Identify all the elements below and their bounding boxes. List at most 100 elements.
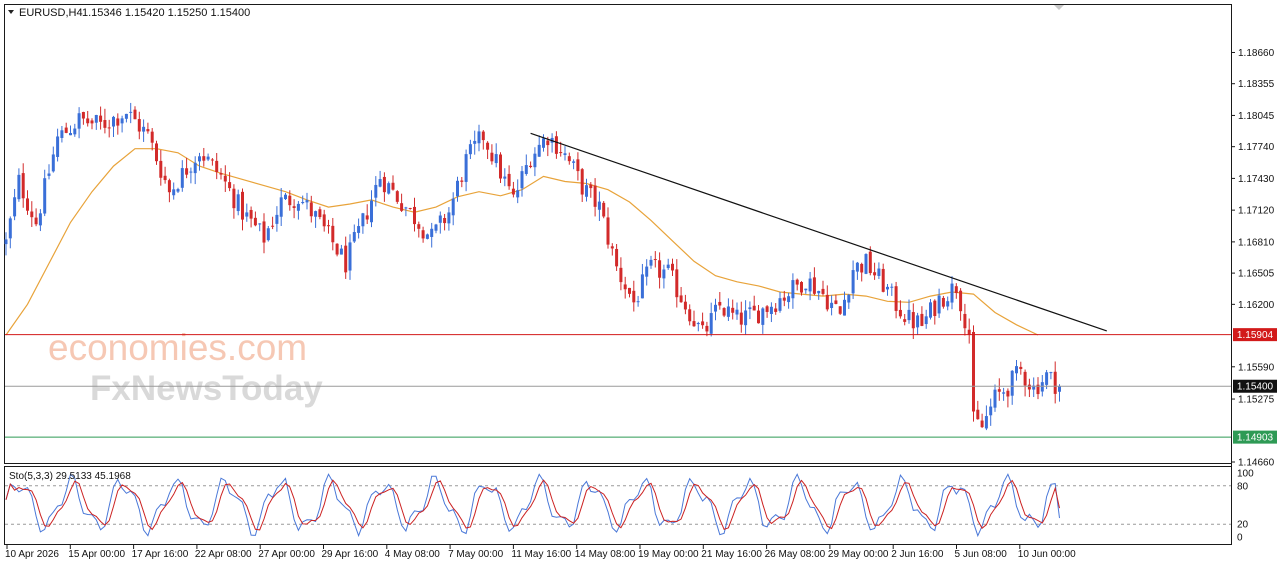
candle-body bbox=[1058, 386, 1061, 392]
candle-body bbox=[34, 217, 38, 225]
scroll-marker-icon[interactable] bbox=[1054, 5, 1064, 10]
candle-body bbox=[886, 286, 889, 290]
candle-body bbox=[898, 309, 902, 317]
candle-body bbox=[64, 127, 68, 133]
candle-body bbox=[339, 248, 343, 255]
price-tick-label: 1.18355 bbox=[1238, 79, 1275, 90]
candle-body bbox=[787, 296, 791, 303]
candle-body bbox=[589, 184, 593, 189]
candle-body bbox=[976, 409, 980, 420]
candle-body bbox=[774, 308, 778, 312]
candle-body bbox=[830, 302, 834, 309]
candle-body bbox=[1032, 385, 1036, 390]
candle-body bbox=[159, 160, 163, 178]
candle-body bbox=[180, 168, 184, 188]
candle-body bbox=[378, 179, 382, 187]
candle-body bbox=[387, 183, 391, 194]
stoch-signal-line bbox=[5, 479, 1060, 531]
candle-body bbox=[374, 184, 378, 198]
candle-body bbox=[791, 280, 795, 299]
candle-body bbox=[855, 262, 859, 272]
candle-body bbox=[916, 315, 920, 328]
candle-body bbox=[43, 178, 47, 214]
candle-body bbox=[507, 173, 511, 187]
price-tick-label: 1.18045 bbox=[1238, 111, 1275, 122]
time-tick-label: 15 Apr 00:00 bbox=[68, 549, 125, 560]
candle-body bbox=[47, 173, 51, 176]
candle-body bbox=[1002, 392, 1006, 394]
candle-body bbox=[301, 201, 305, 204]
candle-body bbox=[795, 279, 799, 285]
candle-body bbox=[288, 195, 292, 206]
time-tick-label: 7 May 00:00 bbox=[448, 549, 503, 560]
candle-body bbox=[253, 217, 257, 226]
candle-body bbox=[284, 194, 287, 200]
candle-body bbox=[632, 290, 636, 303]
candle-body bbox=[258, 223, 262, 225]
levels-layer: 1.15904 1.15400 1.14903 bbox=[5, 328, 1277, 444]
candle-body bbox=[636, 301, 640, 303]
candle-body bbox=[314, 211, 318, 217]
price-tick-label: 1.16200 bbox=[1238, 300, 1275, 311]
candle-body bbox=[533, 153, 537, 168]
candle-body bbox=[709, 313, 713, 334]
time-tick-label: 14 May 08:00 bbox=[575, 549, 636, 560]
candle-body bbox=[335, 243, 339, 255]
time-tick-label: 22 Apr 08:00 bbox=[195, 549, 252, 560]
candle-body bbox=[688, 309, 692, 322]
candle-body bbox=[752, 305, 756, 311]
candle-body bbox=[430, 228, 434, 237]
triangle-down-icon[interactable] bbox=[8, 10, 14, 14]
candle-body bbox=[30, 211, 34, 218]
stoch-tick-label: 80 bbox=[1237, 481, 1249, 492]
candle-body bbox=[576, 159, 580, 172]
candles-layer bbox=[4, 102, 1061, 431]
candle-body bbox=[382, 176, 386, 193]
candle-body bbox=[761, 308, 765, 325]
candle-body bbox=[223, 175, 227, 182]
candle-body bbox=[13, 197, 17, 217]
candle-body bbox=[425, 234, 429, 239]
candle-body bbox=[645, 266, 649, 277]
candle-body bbox=[804, 288, 808, 291]
price-tick-label: 1.16810 bbox=[1238, 237, 1275, 248]
candle-body bbox=[653, 259, 657, 261]
candle-body bbox=[950, 283, 954, 303]
candle-body bbox=[60, 130, 64, 138]
candle-body bbox=[490, 152, 494, 162]
candle-body bbox=[997, 389, 1001, 392]
candle-body bbox=[1040, 382, 1044, 392]
candle-body bbox=[877, 268, 881, 276]
trendline[interactable] bbox=[530, 132, 1107, 332]
candle-body bbox=[769, 306, 773, 315]
candle-body bbox=[907, 309, 911, 321]
candle-body bbox=[473, 140, 477, 144]
candle-body bbox=[146, 129, 150, 132]
candle-body bbox=[847, 294, 851, 303]
candle-body bbox=[821, 288, 825, 294]
candle-body bbox=[167, 180, 171, 193]
candle-body bbox=[967, 329, 971, 335]
candle-body bbox=[348, 242, 352, 271]
candle-body bbox=[249, 209, 253, 219]
time-tick-label: 26 May 08:00 bbox=[765, 549, 826, 560]
candle-body bbox=[546, 140, 550, 146]
candle-body bbox=[800, 282, 803, 293]
candle-body bbox=[714, 304, 717, 312]
candle-body bbox=[236, 194, 240, 212]
candle-body bbox=[1036, 384, 1040, 395]
ohlc-label: 1.15346 1.15420 1.15250 1.15400 bbox=[82, 7, 250, 19]
candle-body bbox=[228, 182, 232, 189]
candle-body bbox=[193, 162, 197, 174]
price-axis: 1.18660 1.18355 1.18045 1.17740 1.17430 1.171… bbox=[1231, 48, 1275, 469]
level-tag-resistance bbox=[1233, 328, 1277, 342]
candle-body bbox=[271, 225, 275, 227]
candle-body bbox=[292, 206, 296, 208]
candle-body bbox=[112, 116, 115, 127]
candle-body bbox=[606, 217, 610, 245]
candle-body bbox=[77, 113, 81, 129]
candle-body bbox=[279, 197, 283, 217]
